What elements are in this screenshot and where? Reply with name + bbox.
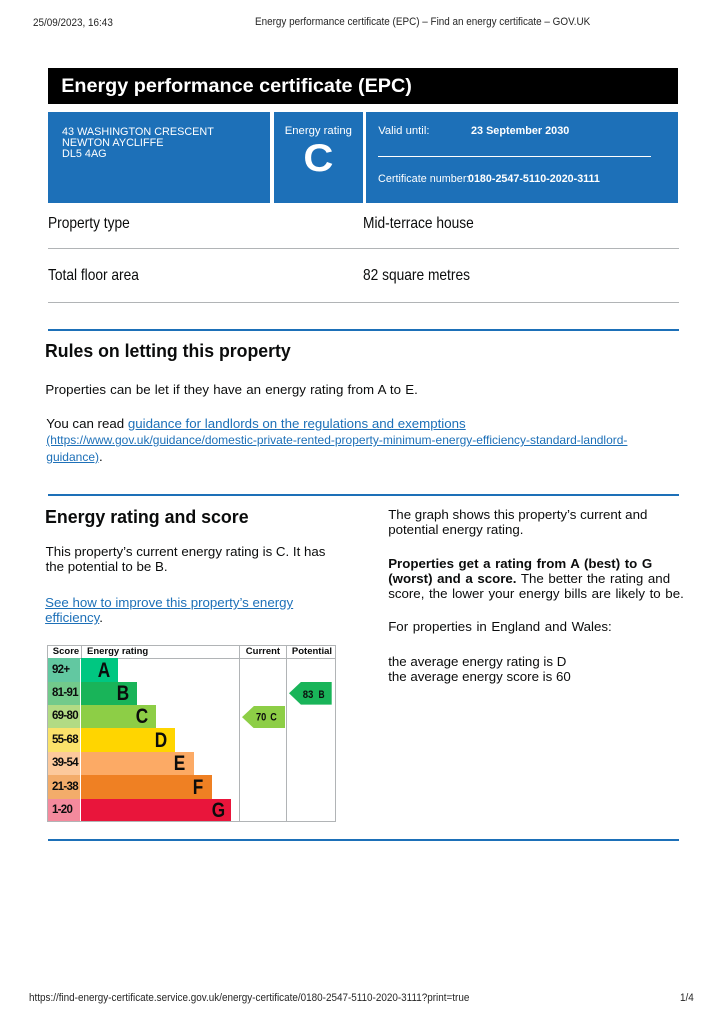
svg-text:70: 70: [256, 712, 266, 724]
svg-text:C: C: [271, 712, 277, 724]
svg-text:B: B: [319, 689, 325, 701]
svg-text:83: 83: [303, 689, 314, 701]
